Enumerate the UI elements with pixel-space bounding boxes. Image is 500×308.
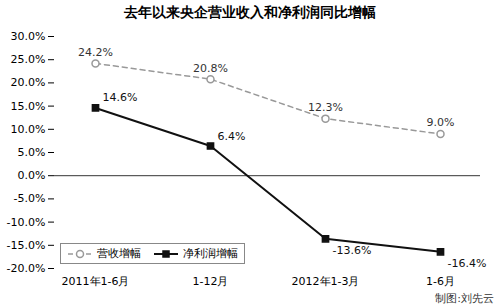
svg-text:12.3%: 12.3% — [308, 101, 343, 114]
svg-text:20.8%: 20.8% — [193, 62, 228, 75]
svg-text:5.0%: 5.0% — [18, 146, 46, 159]
svg-text:15.0%: 15.0% — [11, 100, 46, 113]
svg-text:0.0%: 0.0% — [18, 169, 46, 182]
svg-text:25.0%: 25.0% — [11, 53, 46, 66]
svg-text:-15.0%: -15.0% — [7, 239, 46, 252]
svg-text:24.2%: 24.2% — [78, 46, 113, 59]
svg-text:30.0%: 30.0% — [11, 30, 46, 43]
html-text:去年以来央企营业收入和净利润同比增幅: 去年以来央企营业收入和净利润同比增幅 — [124, 4, 376, 20]
svg-text:-5.0%: -5.0% — [14, 192, 46, 205]
html-text:制图:刘先云: 制图:刘先云 — [435, 292, 494, 305]
svg-text:9.0%: 9.0% — [427, 116, 455, 129]
svg-text:1-12月: 1-12月 — [193, 275, 229, 288]
svg-text:6.4%: 6.4% — [218, 130, 246, 143]
svg-text:-16.4%: -16.4% — [448, 257, 487, 270]
svg-text:2012年1-3月: 2012年1-3月 — [292, 275, 360, 288]
svg-text:1-6月: 1-6月 — [426, 275, 455, 288]
svg-text:-13.6%: -13.6% — [333, 244, 372, 257]
svg-text:14.6%: 14.6% — [103, 91, 138, 104]
html-text:净利润增幅: 净利润增幅 — [183, 247, 238, 260]
svg-text:20.0%: 20.0% — [11, 76, 46, 89]
html-text:营收增幅: 营收增幅 — [97, 247, 141, 260]
svg-text:2011年1-6月: 2011年1-6月 — [62, 275, 130, 288]
svg-text:-10.0%: -10.0% — [7, 216, 46, 229]
svg-text:-20.0%: -20.0% — [7, 262, 46, 275]
svg-text:10.0%: 10.0% — [11, 123, 46, 136]
